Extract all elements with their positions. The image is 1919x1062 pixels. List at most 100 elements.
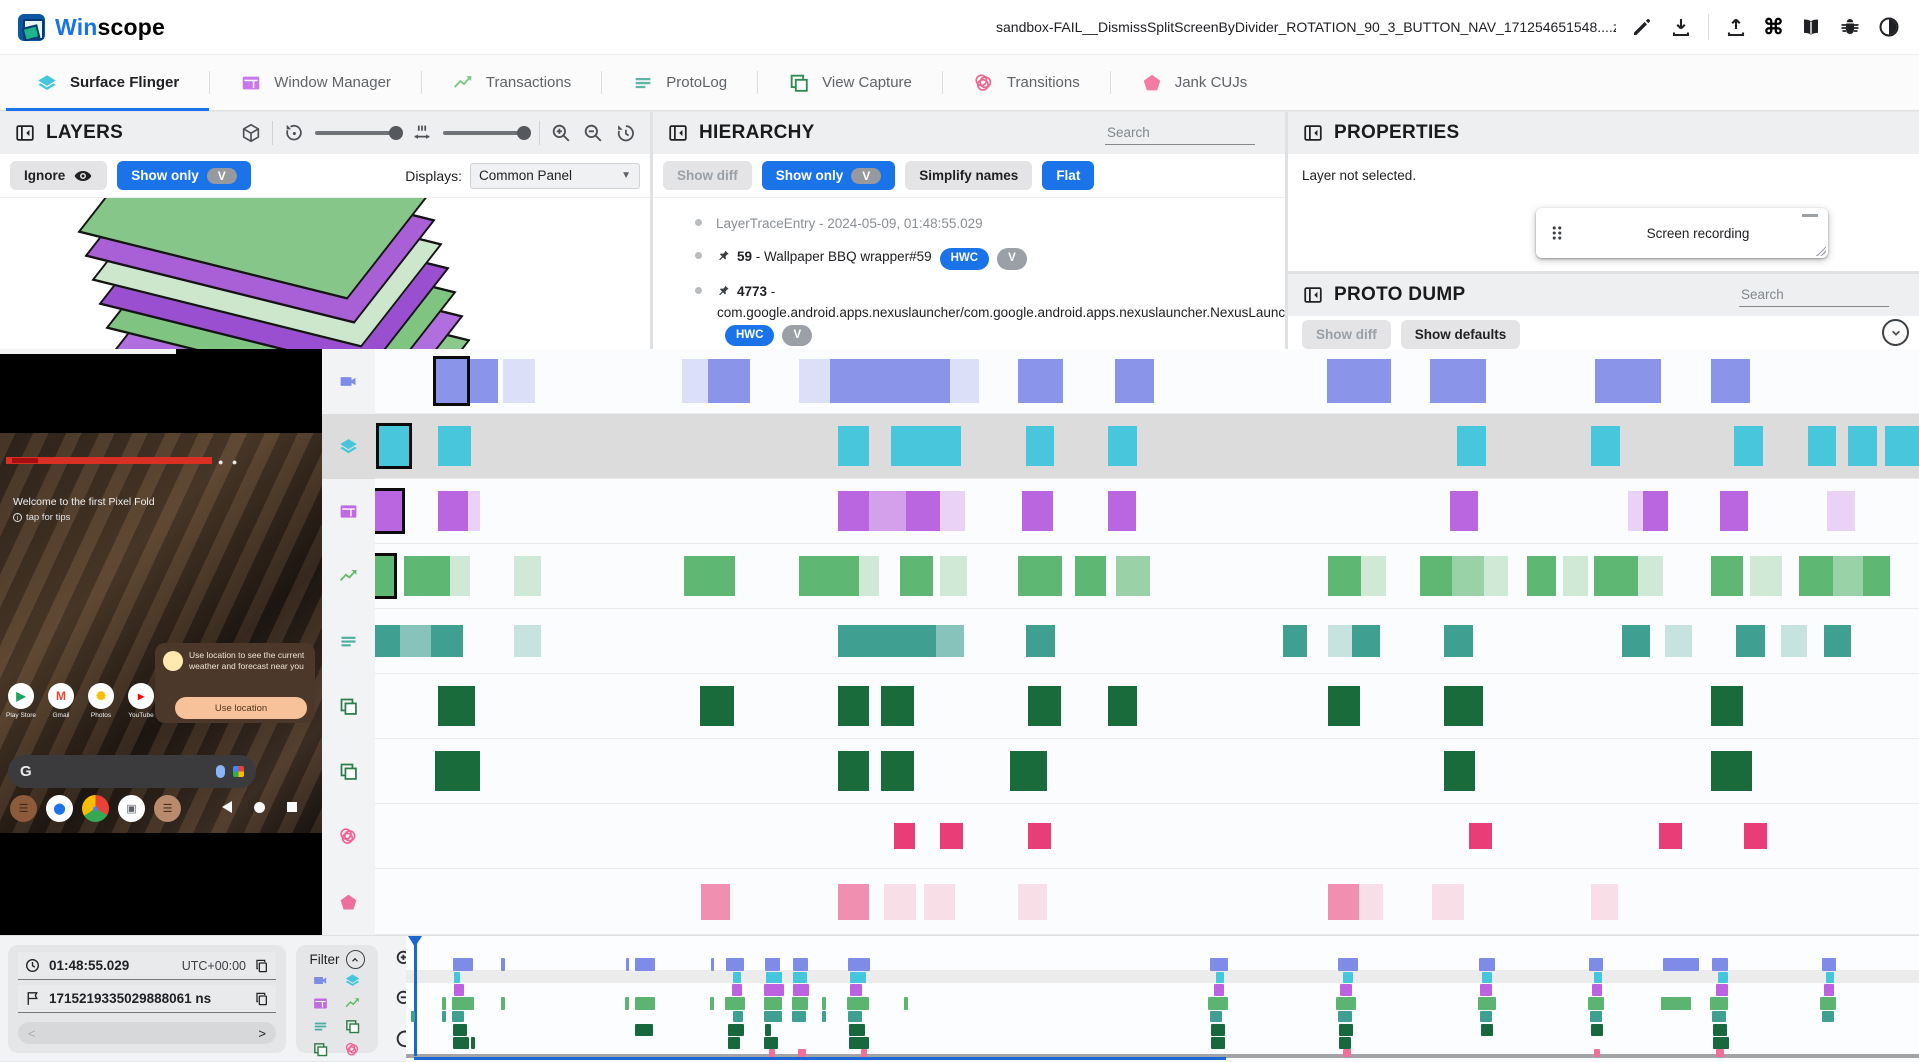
collapse-timeline-chevron[interactable]: [1882, 319, 1909, 346]
trace-block[interactable]: [917, 359, 950, 403]
tab-window-manager[interactable]: Window Manager: [210, 55, 421, 110]
trace-block[interactable]: [1450, 491, 1478, 531]
tab-jank-cujs[interactable]: Jank CUJs: [1111, 55, 1278, 110]
trace-block[interactable]: [375, 625, 400, 657]
trace-block[interactable]: [404, 556, 450, 596]
trace-block[interactable]: [1075, 556, 1106, 596]
trace-block[interactable]: [1028, 686, 1061, 726]
screen-recording-overlay[interactable]: Screen recording: [1536, 208, 1828, 258]
upload-icon[interactable]: [1724, 15, 1748, 39]
filter-trend-icon[interactable]: [344, 995, 361, 1012]
rotation-slider[interactable]: [315, 126, 403, 140]
trace-block[interactable]: [838, 426, 869, 466]
trace-block[interactable]: [1711, 556, 1743, 596]
trace-block[interactable]: [1361, 556, 1386, 596]
timeline-row-screen-recording[interactable]: [375, 349, 1919, 414]
trace-block[interactable]: [1622, 625, 1650, 657]
trace-block[interactable]: [871, 625, 936, 657]
trace-block[interactable]: [1026, 625, 1055, 657]
trace-block[interactable]: [1283, 625, 1307, 657]
show-only-v-button[interactable]: Show only V: [761, 161, 896, 190]
trace-block[interactable]: [1736, 625, 1765, 657]
trace-block[interactable]: [1595, 359, 1661, 403]
hierarchy-node[interactable]: 4773 - com.google.android.apps.nexuslaun…: [667, 276, 1285, 349]
trace-block[interactable]: [1018, 883, 1047, 920]
drag-handle-icon[interactable]: [1546, 222, 1568, 244]
displays-select[interactable]: Common Panel ▼: [470, 162, 640, 189]
trace-block[interactable]: [1108, 491, 1136, 531]
chrome-icon[interactable]: ●: [82, 795, 109, 822]
show-only-v-button[interactable]: Show only V: [117, 161, 251, 190]
timeline-row-transactions[interactable]: [372, 544, 1919, 609]
pin-icon[interactable]: [716, 283, 731, 298]
trace-block-selected[interactable]: [372, 553, 397, 599]
trace-block[interactable]: [1711, 686, 1743, 726]
download-icon[interactable]: [1669, 15, 1693, 39]
timeline-row-transitions[interactable]: [375, 804, 1919, 869]
trace-block[interactable]: [700, 686, 734, 726]
trace-block[interactable]: [701, 883, 730, 920]
trace-block[interactable]: [1628, 491, 1643, 531]
trace-block[interactable]: [1799, 556, 1833, 596]
trace-block[interactable]: [936, 625, 964, 657]
trace-block[interactable]: [869, 491, 906, 531]
trace-block[interactable]: [906, 491, 940, 531]
collapse-panel-icon[interactable]: [1302, 284, 1324, 306]
timeline-minimap[interactable]: [406, 936, 1919, 1062]
trace-block[interactable]: [1827, 491, 1855, 531]
trace-block[interactable]: [514, 625, 541, 657]
hierarchy-node[interactable]: 59 - Wallpaper BBQ wrapper#59 HWC V: [667, 241, 1279, 276]
previous-frame-arrow[interactable]: <: [28, 1025, 36, 1041]
trace-block[interactable]: [1711, 359, 1750, 403]
trace-block[interactable]: [1711, 751, 1752, 791]
trace-block[interactable]: [1848, 426, 1877, 466]
trace-block[interactable]: [884, 883, 916, 920]
phone-app-youtube[interactable]: ▸ YouTube: [126, 683, 156, 719]
trace-block[interactable]: [514, 556, 541, 596]
trace-block[interactable]: [1026, 426, 1054, 466]
tab-view-capture[interactable]: View Capture: [758, 55, 942, 110]
trace-block[interactable]: [1432, 883, 1464, 920]
trace-block[interactable]: [1744, 823, 1767, 849]
trace-block[interactable]: [799, 359, 830, 403]
layers-3d-canvas[interactable]: [0, 198, 650, 349]
trace-block[interactable]: [894, 823, 915, 849]
trace-block[interactable]: [838, 686, 869, 726]
3d-view-icon[interactable]: [240, 122, 262, 144]
trace-block[interactable]: [435, 751, 480, 791]
android-circle-icon[interactable]: ☰: [154, 795, 181, 822]
trace-block[interactable]: [438, 426, 471, 466]
tab-transitions[interactable]: Transitions: [943, 55, 1110, 110]
trace-block-selected[interactable]: [376, 423, 412, 469]
trace-block[interactable]: [1484, 556, 1508, 596]
zoom-in-icon[interactable]: [550, 122, 572, 144]
trace-block[interactable]: [1028, 823, 1051, 849]
trace-block[interactable]: [1452, 556, 1484, 596]
trace-block[interactable]: [1108, 686, 1137, 726]
google-search-bar[interactable]: G: [8, 755, 256, 788]
trace-block[interactable]: [1328, 625, 1352, 657]
tab-transactions[interactable]: Transactions: [422, 55, 601, 110]
messages-icon[interactable]: ⬤: [46, 795, 73, 822]
trace-block[interactable]: [1720, 491, 1748, 531]
trace-block[interactable]: [1527, 556, 1556, 596]
trace-block[interactable]: [1328, 686, 1360, 726]
trace-block[interactable]: [838, 751, 869, 791]
trace-block[interactable]: [940, 556, 967, 596]
camera-icon[interactable]: ▣: [118, 795, 145, 822]
trace-block[interactable]: [468, 491, 480, 531]
trace-block[interactable]: [1594, 556, 1638, 596]
trace-block[interactable]: [438, 491, 468, 531]
trace-block[interactable]: [438, 686, 475, 726]
trace-block[interactable]: [1833, 556, 1863, 596]
trace-block[interactable]: [1808, 426, 1836, 466]
timeline-row-surface-flinger[interactable]: [375, 414, 1919, 479]
rotation-icon[interactable]: [283, 122, 305, 144]
trace-block[interactable]: [940, 823, 963, 849]
trace-block[interactable]: [467, 359, 498, 403]
trace-block-selected[interactable]: [372, 488, 405, 534]
flat-button[interactable]: Flat: [1042, 161, 1095, 190]
trace-block[interactable]: [682, 359, 708, 403]
show-diff-button[interactable]: Show diff: [1302, 319, 1391, 349]
trace-block[interactable]: [1018, 359, 1063, 403]
